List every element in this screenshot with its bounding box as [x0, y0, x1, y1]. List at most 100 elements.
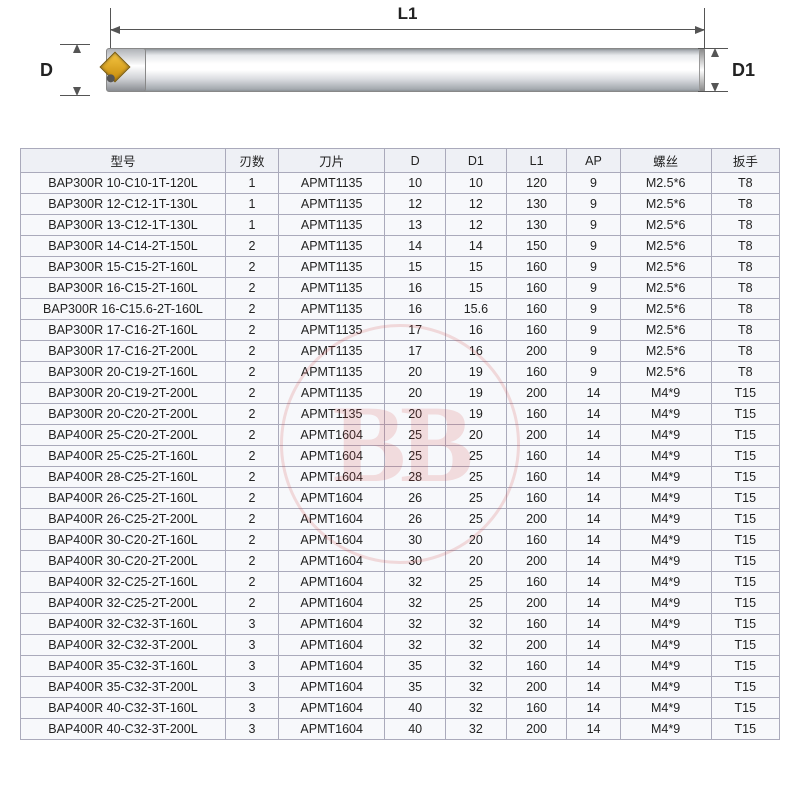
table-cell: 2: [225, 341, 278, 362]
table-cell: BAP400R 32-C25-2T-160L: [21, 572, 226, 593]
table-row: BAP300R 17-C16-2T-200L2APMT113517162009M…: [21, 341, 780, 362]
table-cell: 14: [567, 551, 620, 572]
table-cell: T8: [711, 236, 779, 257]
table-row: BAP300R 16-C15.6-2T-160L2APMT11351615.61…: [21, 299, 780, 320]
table-cell: BAP400R 35-C32-3T-200L: [21, 677, 226, 698]
table-cell: T15: [711, 383, 779, 404]
table-cell: 2: [225, 551, 278, 572]
table-cell: 12: [385, 194, 446, 215]
table-cell: 25: [385, 446, 446, 467]
d-dimension: [70, 44, 84, 96]
table-cell: T15: [711, 467, 779, 488]
table-row: BAP400R 32-C32-3T-200L3APMT1604323220014…: [21, 635, 780, 656]
table-cell: T15: [711, 530, 779, 551]
table-cell: 32: [446, 635, 507, 656]
table-cell: BAP300R 17-C16-2T-200L: [21, 341, 226, 362]
table-cell: 2: [225, 425, 278, 446]
table-cell: 2: [225, 320, 278, 341]
table-cell: 2: [225, 467, 278, 488]
table-row: BAP300R 20-C20-2T-200L2APMT1135201916014…: [21, 404, 780, 425]
table-cell: 200: [506, 383, 567, 404]
table-cell: 15: [385, 257, 446, 278]
table-cell: 14: [567, 530, 620, 551]
table-cell: 2: [225, 488, 278, 509]
table-cell: 150: [506, 236, 567, 257]
table-cell: T8: [711, 341, 779, 362]
table-cell: BAP400R 40-C32-3T-160L: [21, 698, 226, 719]
table-cell: BAP400R 32-C32-3T-160L: [21, 614, 226, 635]
table-cell: M4*9: [620, 551, 711, 572]
table-row: BAP400R 28-C25-2T-160L2APMT1604282516014…: [21, 467, 780, 488]
table-row: BAP300R 10-C10-1T-120L1APMT113510101209M…: [21, 173, 780, 194]
table-cell: 40: [385, 719, 446, 740]
spec-table: 型号刃数刀片DD1L1AP螺丝扳手 BAP300R 10-C10-1T-120L…: [20, 148, 780, 740]
table-cell: 14: [446, 236, 507, 257]
table-cell: BAP300R 14-C14-2T-150L: [21, 236, 226, 257]
table-cell: M4*9: [620, 593, 711, 614]
table-cell: M4*9: [620, 509, 711, 530]
table-cell: 14: [567, 614, 620, 635]
table-cell: M2.5*6: [620, 278, 711, 299]
table-cell: M4*9: [620, 404, 711, 425]
tool-head: [100, 46, 148, 94]
table-cell: 32: [385, 572, 446, 593]
table-row: BAP300R 20-C19-2T-200L2APMT1135201920014…: [21, 383, 780, 404]
table-cell: BAP400R 40-C32-3T-200L: [21, 719, 226, 740]
table-header-cell: 螺丝: [620, 149, 711, 173]
table-cell: APMT1135: [279, 257, 385, 278]
table-row: BAP400R 26-C25-2T-160L2APMT1604262516014…: [21, 488, 780, 509]
table-cell: 25: [446, 446, 507, 467]
table-cell: 32: [385, 635, 446, 656]
table-cell: M4*9: [620, 530, 711, 551]
table-cell: 9: [567, 278, 620, 299]
table-cell: BAP300R 15-C15-2T-160L: [21, 257, 226, 278]
tool-diagram: L1 D D1: [0, 0, 800, 140]
table-row: BAP300R 12-C12-1T-130L1APMT113512121309M…: [21, 194, 780, 215]
table-cell: T8: [711, 320, 779, 341]
table-cell: 2: [225, 236, 278, 257]
table-row: BAP300R 20-C19-2T-160L2APMT113520191609M…: [21, 362, 780, 383]
table-cell: 19: [446, 362, 507, 383]
table-cell: 130: [506, 194, 567, 215]
table-cell: M2.5*6: [620, 236, 711, 257]
table-cell: 32: [446, 677, 507, 698]
table-cell: 25: [385, 425, 446, 446]
table-cell: M4*9: [620, 383, 711, 404]
d-label: D: [40, 60, 53, 81]
table-header-cell: D: [385, 149, 446, 173]
table-cell: T15: [711, 551, 779, 572]
table-cell: APMT1604: [279, 698, 385, 719]
table-cell: 16: [385, 278, 446, 299]
table-cell: 160: [506, 572, 567, 593]
table-cell: BAP300R 20-C20-2T-200L: [21, 404, 226, 425]
table-cell: 17: [385, 320, 446, 341]
table-cell: 13: [385, 215, 446, 236]
table-cell: BAP300R 16-C15-2T-160L: [21, 278, 226, 299]
table-cell: 3: [225, 656, 278, 677]
table-cell: APMT1604: [279, 509, 385, 530]
table-cell: BAP300R 13-C12-1T-130L: [21, 215, 226, 236]
table-cell: T8: [711, 173, 779, 194]
table-row: BAP400R 35-C32-3T-200L3APMT1604353220014…: [21, 677, 780, 698]
table-cell: APMT1135: [279, 278, 385, 299]
table-row: BAP400R 40-C32-3T-200L3APMT1604403220014…: [21, 719, 780, 740]
table-cell: APMT1604: [279, 488, 385, 509]
table-cell: 2: [225, 593, 278, 614]
table-cell: M4*9: [620, 446, 711, 467]
table-row: BAP400R 26-C25-2T-200L2APMT1604262520014…: [21, 509, 780, 530]
table-cell: BAP400R 26-C25-2T-160L: [21, 488, 226, 509]
table-cell: T8: [711, 194, 779, 215]
table-cell: 32: [446, 614, 507, 635]
table-cell: 200: [506, 551, 567, 572]
table-cell: 14: [567, 509, 620, 530]
table-cell: M2.5*6: [620, 299, 711, 320]
table-cell: 9: [567, 320, 620, 341]
table-cell: 2: [225, 509, 278, 530]
table-cell: BAP300R 10-C10-1T-120L: [21, 173, 226, 194]
table-cell: 14: [567, 698, 620, 719]
table-row: BAP400R 25-C25-2T-160L2APMT1604252516014…: [21, 446, 780, 467]
table-cell: 2: [225, 299, 278, 320]
table-cell: 10: [385, 173, 446, 194]
table-cell: T8: [711, 362, 779, 383]
table-cell: 1: [225, 215, 278, 236]
